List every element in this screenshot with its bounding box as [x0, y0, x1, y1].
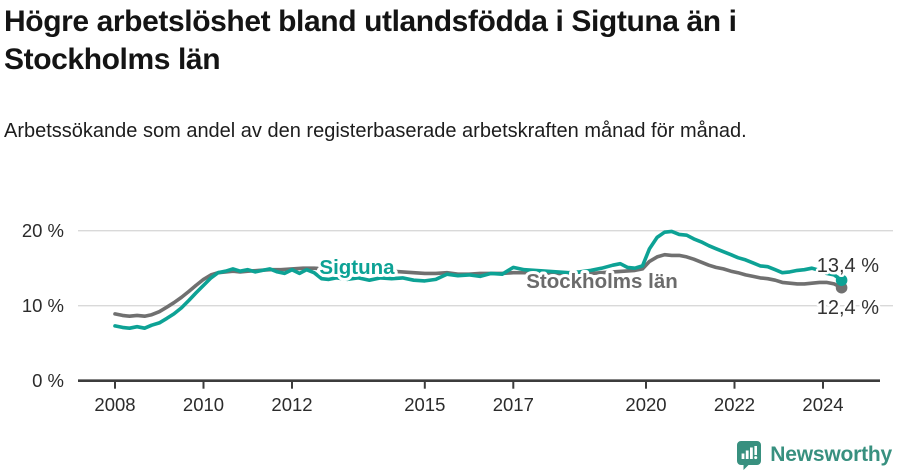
x-tick-label-2015: 2015	[404, 394, 445, 415]
chart-subtitle: Arbetssökande som andel av den registerb…	[4, 120, 747, 142]
logo-bubble-shape	[737, 441, 762, 470]
chart-title: Högre arbetslöshet bland utlandsfödda i …	[4, 5, 737, 76]
brand-logo-link[interactable]: Newsworthy	[736, 440, 892, 470]
series-end-dot-sigtuna	[835, 274, 848, 287]
logo-bar-2	[746, 450, 749, 459]
x-tick-label-2008: 2008	[94, 394, 135, 415]
x-tick-label-2020: 2020	[625, 394, 666, 415]
y-axis-label-20: 20 %	[22, 220, 64, 241]
x-tick-label-2022: 2022	[714, 394, 755, 415]
series-line-sigtuna	[113, 229, 844, 331]
series-line-stockholms-l-n	[113, 252, 844, 319]
logo-bar-1	[741, 453, 745, 459]
y-axis-label-10: 10 %	[22, 295, 64, 316]
series-label-sigtuna: Sigtuna	[319, 256, 395, 279]
logo-exclamation-dot	[754, 456, 758, 460]
newsworthy-logo-icon	[737, 441, 762, 470]
logo-bar-3	[750, 447, 754, 459]
end-value-label-stockholms-l-n: 12,4 %	[817, 297, 879, 319]
y-axis-label-0: 0 %	[32, 370, 64, 391]
x-tick-label-2012: 2012	[271, 394, 312, 415]
series-label-stockholms-l-n: Stockholms län	[526, 270, 678, 293]
x-tick-label-2017: 2017	[493, 394, 534, 415]
x-tick-label-2010: 2010	[183, 394, 224, 415]
end-value-label-sigtuna: 13,4 %	[817, 255, 879, 277]
x-tick-label-2024: 2024	[802, 394, 843, 415]
logo-exclamation-line	[754, 446, 758, 455]
brand-wordmark: Newsworthy	[770, 443, 892, 466]
